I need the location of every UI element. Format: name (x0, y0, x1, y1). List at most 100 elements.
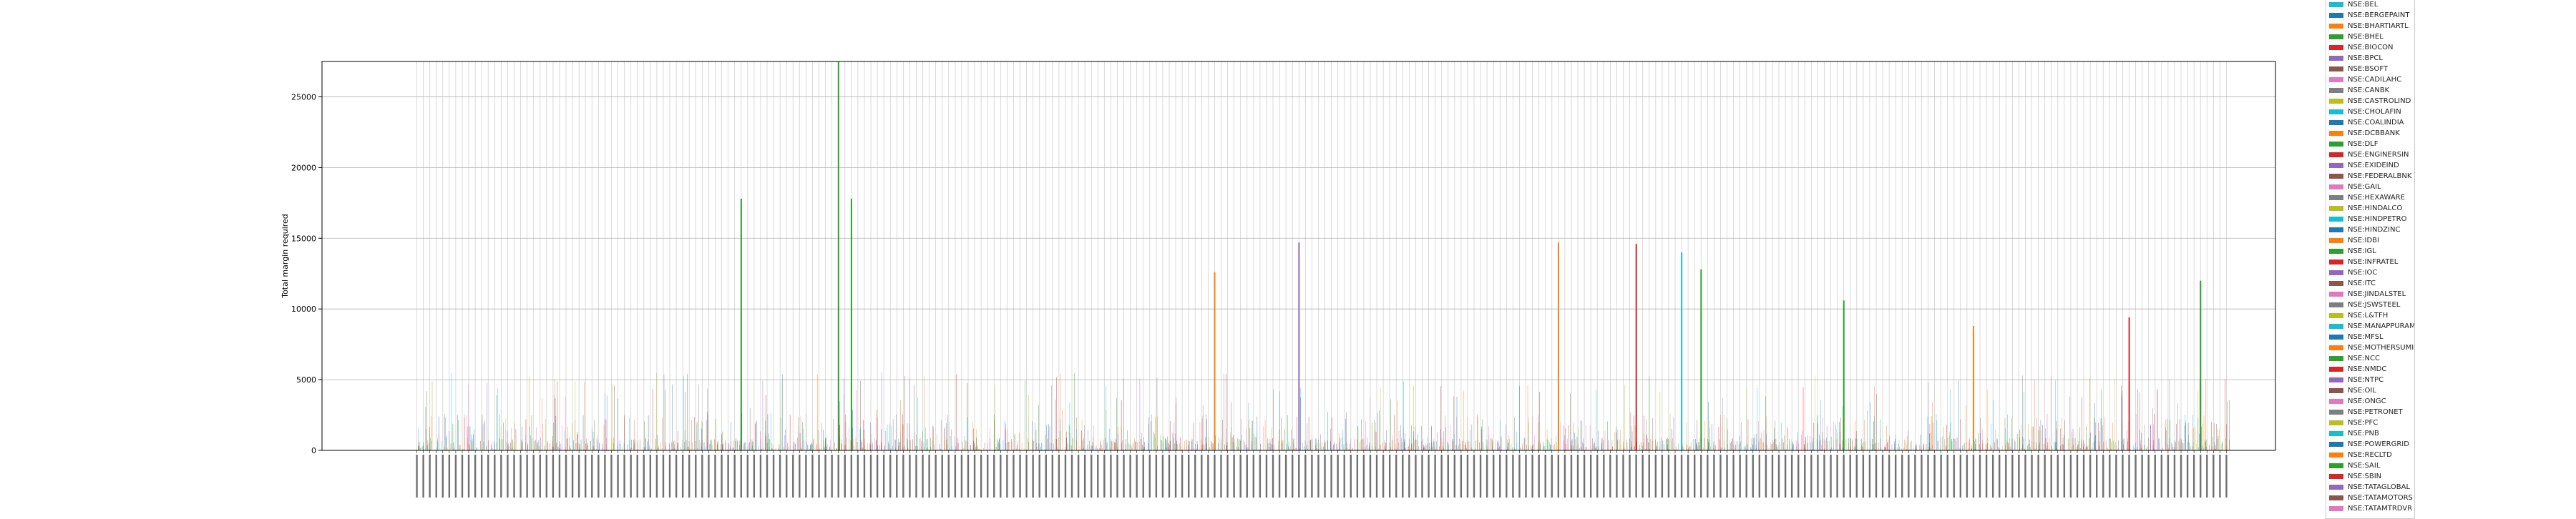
x-tick-label (1746, 455, 1747, 498)
x-tick-label (1110, 455, 1111, 498)
legend-swatch (2329, 420, 2343, 425)
x-tick-label (753, 455, 755, 498)
y-tick-label: 15000 (291, 234, 316, 243)
x-tick-label (2102, 455, 2104, 498)
legend-item: NSE:OIL (2329, 385, 2411, 396)
x-tick-label (487, 455, 489, 498)
x-tick-label (1304, 455, 1306, 498)
x-tick-label (436, 455, 437, 498)
x-tick-label (1045, 455, 1047, 498)
legend-label: NSE:BIOCON (2348, 44, 2394, 51)
x-tick-label (429, 455, 430, 498)
x-tick-label (675, 455, 677, 498)
x-tick-label (513, 455, 514, 498)
legend-item: NSE:DCBBANK (2329, 128, 2411, 139)
legend-item: NSE:ONGC (2329, 396, 2411, 407)
x-tick-label (1149, 455, 1151, 498)
x-tick-label (1558, 455, 1559, 498)
legend-swatch (2329, 377, 2343, 382)
x-tick-label (2051, 455, 2052, 498)
legend-swatch (2329, 66, 2343, 71)
legend-item: NSE:FEDERALBNK (2329, 171, 2411, 182)
x-tick-label (1448, 455, 1449, 498)
y-tick-label: 0 (311, 446, 316, 455)
x-tick-label (1668, 455, 1669, 498)
x-tick-label (1330, 455, 1332, 498)
legend-item: NSE:POWERGRID (2329, 439, 2411, 450)
x-tick-label (2200, 455, 2201, 498)
x-tick-label (2077, 455, 2078, 498)
x-tick-label (1662, 455, 1663, 498)
y-tick-label: 5000 (296, 375, 316, 385)
x-tick-label (747, 455, 748, 498)
x-tick-label (1123, 455, 1124, 498)
x-tick-label (1655, 455, 1657, 498)
x-tick-label (1875, 455, 1877, 498)
legend-item: NSE:ENGINERSIN (2329, 149, 2411, 160)
x-tick-label (727, 455, 728, 498)
x-tick-label (2005, 455, 2006, 498)
x-tick-label (1156, 455, 1157, 498)
x-tick-label (572, 455, 573, 498)
legend-label: NSE:COALINDIA (2348, 119, 2404, 127)
bar-peak (851, 199, 852, 450)
x-tick-label (578, 455, 580, 498)
x-tick-label (1863, 455, 1864, 498)
legend-item: NSE:BERGEPAINT (2329, 10, 2411, 21)
legend-item: NSE:IGL (2329, 246, 2411, 257)
legend-label: NSE:FEDERALBNK (2348, 172, 2411, 180)
x-tick-label (481, 455, 482, 498)
x-tick-label (2141, 455, 2142, 498)
bar-peak (1214, 272, 1216, 450)
x-tick-label (474, 455, 476, 498)
x-tick-label (1084, 455, 1085, 498)
legend-swatch (2329, 281, 2343, 286)
x-tick-label (1551, 455, 1553, 498)
x-tick-label (1992, 455, 1994, 498)
x-tick-label (1823, 455, 1825, 498)
x-tick-label (1616, 455, 1617, 498)
legend-item: NSE:DLF (2329, 139, 2411, 149)
legend-swatch (2329, 356, 2343, 361)
x-tick-label (1395, 455, 1397, 498)
legend-swatch (2329, 345, 2343, 350)
x-tick-label (1518, 455, 1520, 498)
x-tick-label (1058, 455, 1060, 498)
x-tick-label (1933, 455, 1935, 498)
legend-item: NSE:BSOFT (2329, 64, 2411, 74)
x-tick-label (766, 455, 768, 498)
legend-item: NSE:TATAMTRDVR (2329, 503, 2411, 514)
x-tick-label (1207, 455, 1209, 498)
legend-item: NSE:MOTHERSUMI (2329, 342, 2411, 353)
x-tick-label (695, 455, 696, 498)
x-tick-labels (416, 450, 2227, 498)
x-tick-label (1039, 455, 1040, 498)
legend-item: NSE:CHOLAFIN (2329, 107, 2411, 117)
bar-peak (1843, 300, 1845, 450)
x-tick-label (980, 455, 982, 498)
x-tick-label (468, 455, 469, 498)
x-tick-label (1473, 455, 1475, 498)
x-tick-label (2147, 455, 2149, 498)
x-tick-label (1143, 455, 1144, 498)
bar-peak (1973, 326, 1974, 450)
x-tick-label (721, 455, 722, 498)
x-tick-label (1947, 455, 1948, 498)
x-tick-label (1960, 455, 1961, 498)
x-tick-label (1013, 455, 1014, 498)
x-tick-label (948, 455, 950, 498)
x-tick-label (1233, 455, 1234, 498)
x-tick-label (546, 455, 547, 498)
x-tick-label (526, 455, 527, 498)
legend-swatch (2329, 217, 2343, 222)
x-tick-label (779, 455, 781, 498)
legend-swatch (2329, 388, 2343, 393)
x-tick-label (1486, 455, 1488, 498)
x-tick-label (519, 455, 521, 498)
x-tick-label (1272, 455, 1274, 498)
x-tick-label (1266, 455, 1267, 498)
x-tick-label (889, 455, 891, 498)
legend-item: NSE:SBIN (2329, 471, 2411, 482)
x-tick-label (799, 455, 800, 498)
x-tick-label (1370, 455, 1371, 498)
